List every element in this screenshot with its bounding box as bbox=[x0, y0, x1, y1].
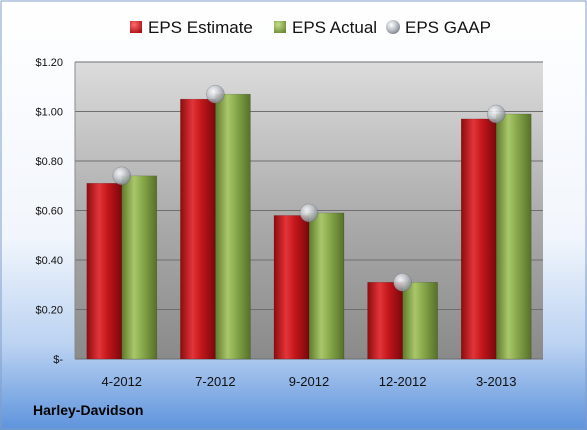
bar-eps-actual-4-2012 bbox=[121, 175, 158, 360]
x-tick-label-4-2012: 4-2012 bbox=[102, 374, 142, 389]
x-axis: 4-2012 7-2012 9-2012 12-2012 3-2013 bbox=[102, 374, 517, 389]
bar-eps-estimate-9-2012 bbox=[273, 215, 310, 360]
bar-eps-actual-3-2013 bbox=[495, 113, 532, 360]
bar-eps-actual-7-2012 bbox=[215, 93, 251, 360]
bar-eps-estimate-3-2013 bbox=[460, 118, 497, 360]
marker-eps-gaap-3-2013 bbox=[486, 104, 506, 124]
y-axis: $- $0.20 $0.40 $0.60 $0.80 $1.00 $1.20 bbox=[35, 57, 76, 366]
bars bbox=[86, 93, 532, 360]
x-tick-label-7-2012: 7-2012 bbox=[195, 374, 235, 389]
bar-eps-estimate-7-2012 bbox=[180, 98, 216, 360]
legend-label-eps-estimate: EPS Estimate bbox=[148, 18, 253, 37]
marker-eps-gaap-7-2012 bbox=[206, 84, 225, 104]
marker-eps-gaap-9-2012 bbox=[299, 203, 319, 223]
y-tick-label-2: $0.40 bbox=[35, 255, 63, 267]
y-tick-label-0: $- bbox=[53, 354, 63, 366]
y-tick-label-1: $0.20 bbox=[35, 305, 63, 317]
y-tick-label-6: $1.20 bbox=[35, 57, 63, 69]
legend-swatch-eps-estimate bbox=[130, 21, 142, 33]
y-tick-label-5: $1.00 bbox=[35, 107, 63, 119]
y-tick-label-3: $0.60 bbox=[35, 206, 63, 218]
bar-eps-estimate-4-2012 bbox=[86, 183, 123, 360]
x-tick-label-3-2013: 3-2013 bbox=[476, 374, 516, 389]
legend-swatch-eps-actual bbox=[274, 21, 286, 33]
bar-eps-actual-12-2012 bbox=[402, 282, 438, 360]
legend-label-eps-gaap: EPS GAAP bbox=[405, 18, 491, 37]
gaap-markers bbox=[112, 84, 506, 292]
legend-marker-eps-gaap bbox=[386, 20, 400, 34]
marker-eps-gaap-4-2012 bbox=[112, 166, 132, 186]
marker-eps-gaap-12-2012 bbox=[393, 273, 412, 292]
y-tick-label-4: $0.80 bbox=[35, 156, 63, 168]
x-tick-label-9-2012: 9-2012 bbox=[289, 374, 329, 389]
bar-eps-estimate-12-2012 bbox=[367, 282, 403, 360]
company-label: Harley-Davidson bbox=[33, 402, 143, 418]
bar-eps-actual-9-2012 bbox=[308, 212, 345, 360]
legend: EPS Estimate EPS Actual EPS GAAP bbox=[130, 18, 491, 37]
x-tick-label-12-2012: 12-2012 bbox=[379, 374, 427, 389]
legend-label-eps-actual: EPS Actual bbox=[292, 18, 377, 37]
